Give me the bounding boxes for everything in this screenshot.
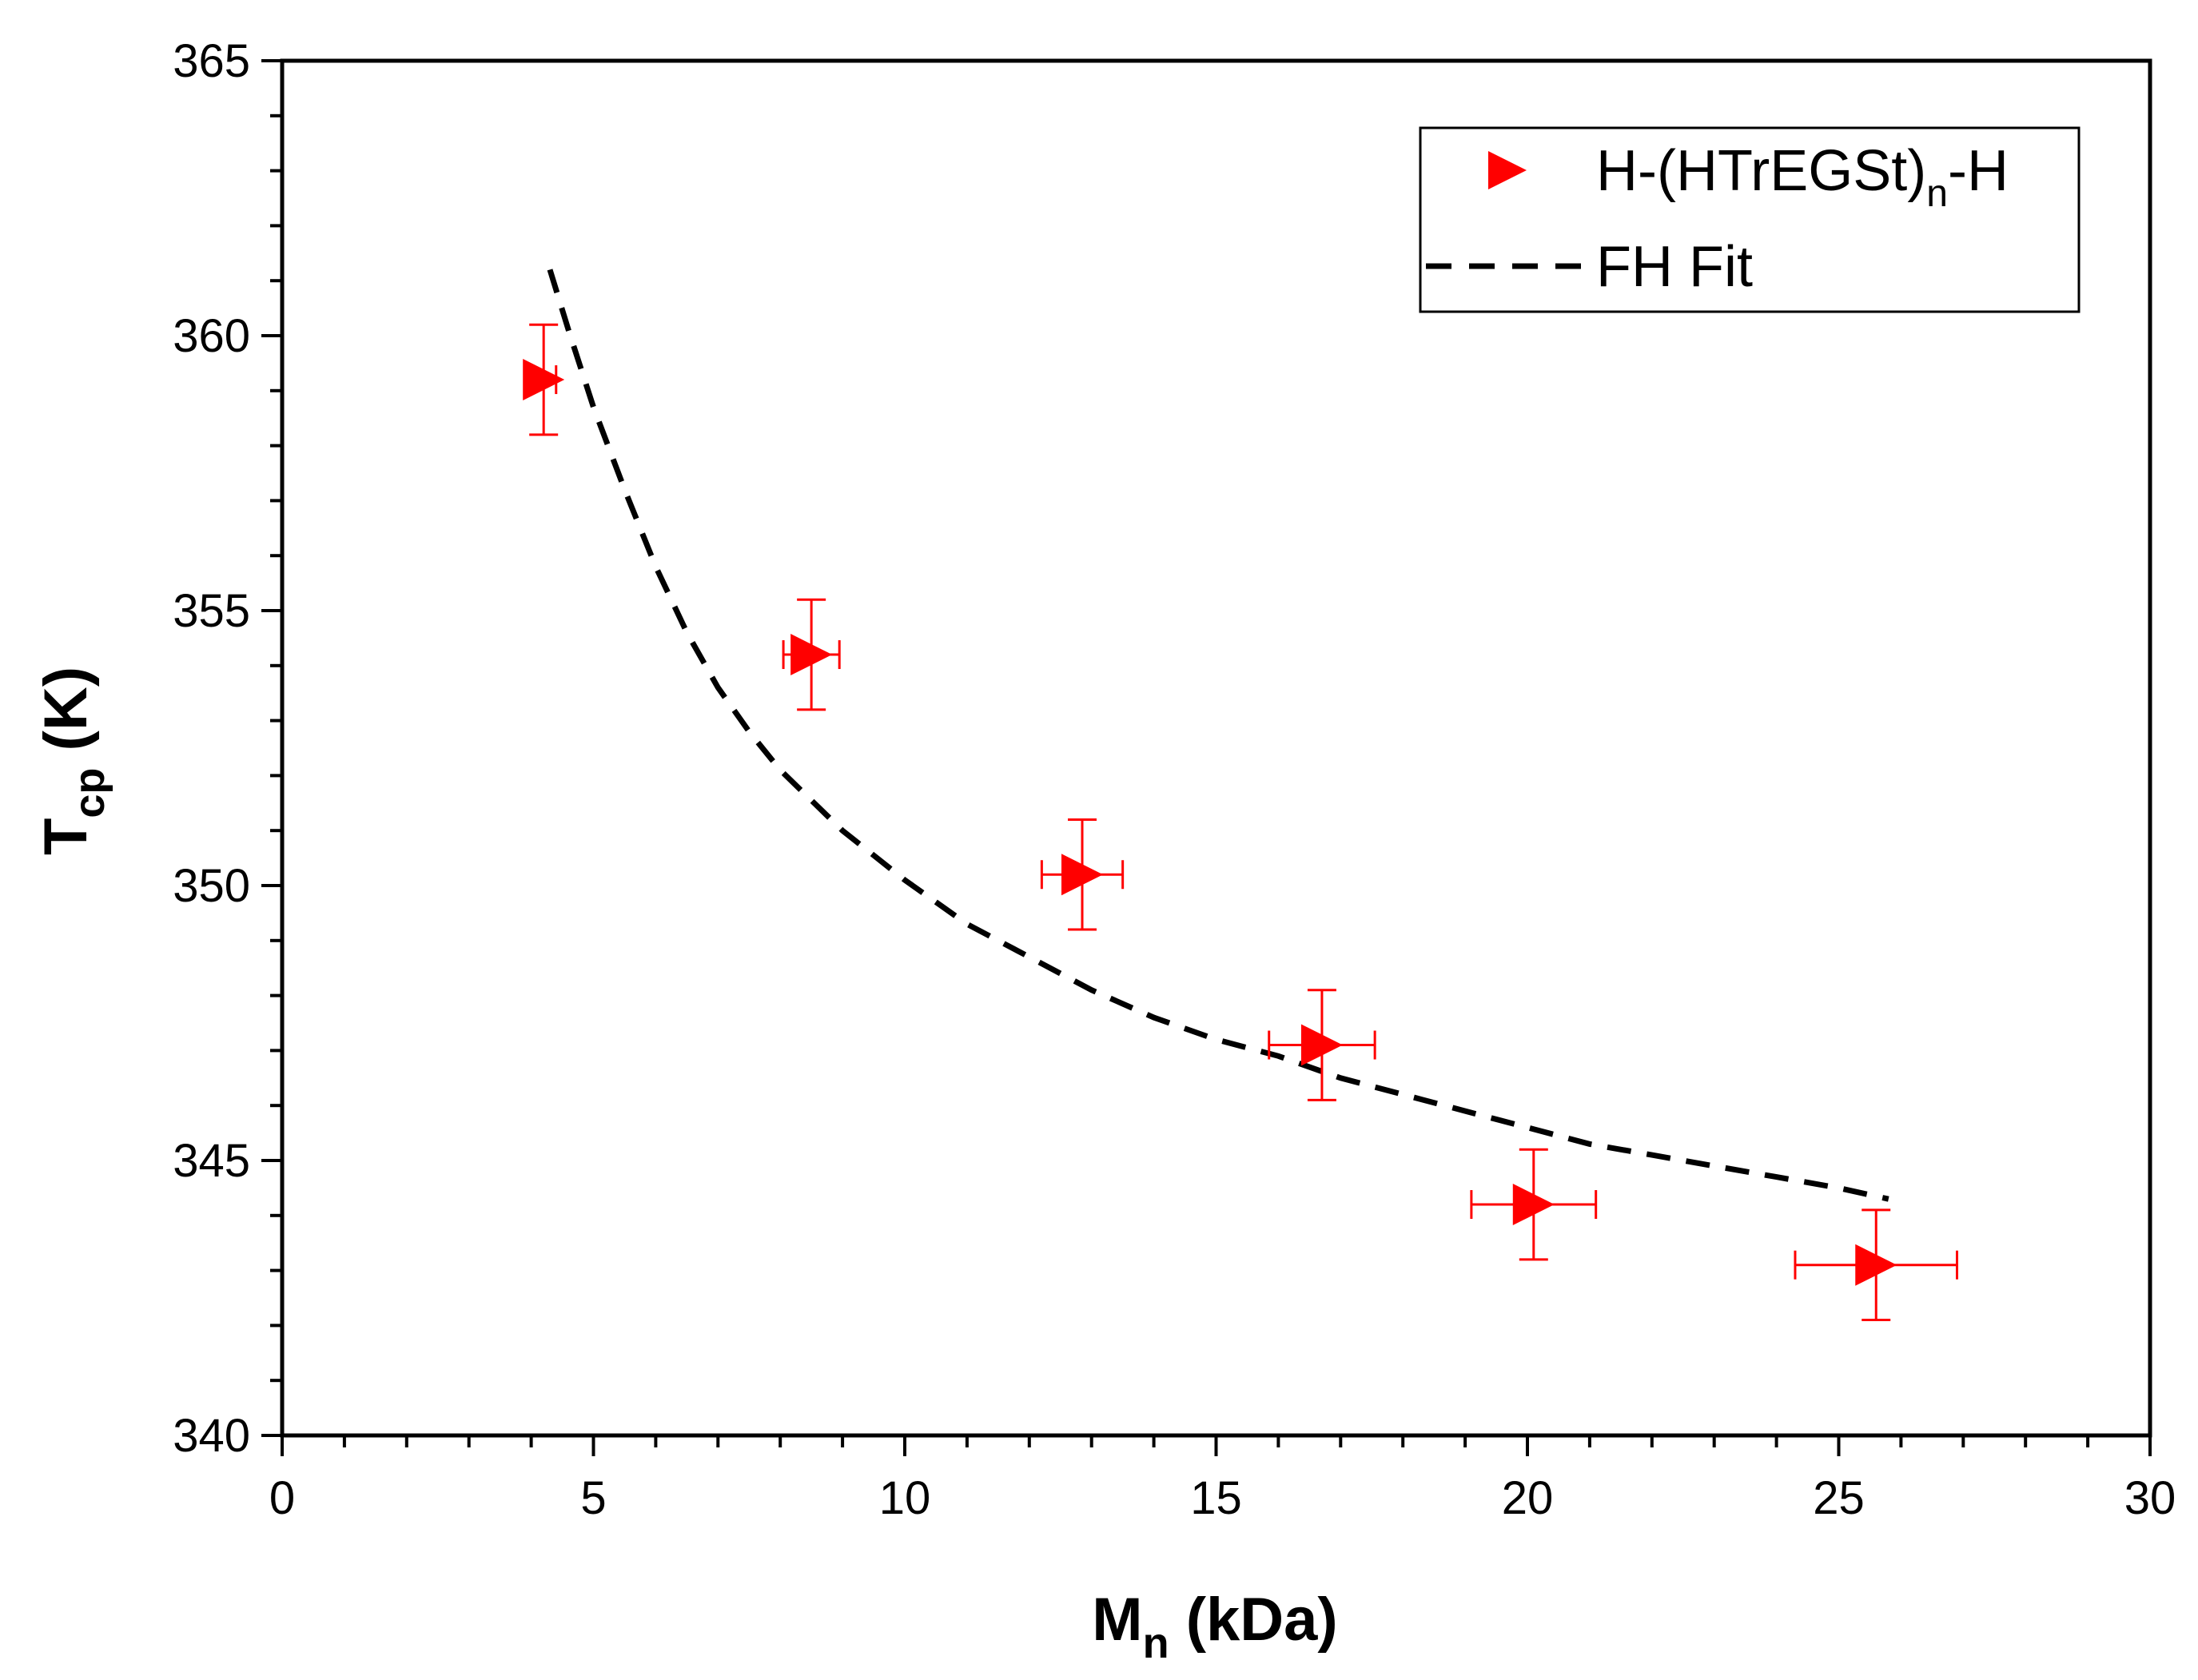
triangle-marker [1512,1184,1555,1226]
legend-box [1419,126,2081,313]
y-tick-label: 355 [173,585,250,637]
legend-marker-icon [1488,151,1527,189]
y-tick-label: 345 [173,1135,250,1187]
x-tick-label: 20 [1502,1472,1554,1524]
data-point [1268,989,1376,1101]
x-tick-label: 5 [580,1472,606,1524]
data-point [1470,1148,1598,1261]
legend-label-series: H-(HTrEGSt)n-H [1596,139,2009,215]
triangle-marker [1061,854,1104,896]
y-tick-label: 350 [173,860,250,912]
y-axis-title: Tcp (K) [32,667,113,855]
y-tick-label: 365 [173,35,250,87]
triangle-marker [1300,1024,1343,1066]
y-axis: 340 345 350 355 360 365 [173,35,282,1462]
x-tick-label: 15 [1190,1472,1242,1524]
data-point [523,323,565,436]
fit-curve [547,269,1889,1202]
y-tick-label: 360 [173,310,250,362]
triangle-marker [1855,1244,1897,1286]
x-tick-label: 30 [2124,1472,2176,1524]
fit-curve-layer [547,269,1889,1202]
x-tick-label: 0 [269,1472,295,1524]
x-axis-title: Mn (kDa) [1092,1586,1337,1667]
data-points-layer [523,323,1959,1322]
data-point [1794,1208,1959,1322]
x-tick-label: 10 [879,1472,931,1524]
data-point [1040,818,1125,931]
triangle-marker [790,634,833,676]
x-tick-label: 25 [1813,1472,1865,1524]
data-point [782,598,841,711]
y-tick-label: 340 [173,1410,250,1462]
x-axis: 0 5 10 15 20 25 30 [269,1435,2176,1524]
triangle-marker [523,359,565,401]
legend: H-(HTrEGSt)n-H FH Fit [1419,126,2081,313]
legend-label-fit: FH Fit [1596,235,1753,299]
